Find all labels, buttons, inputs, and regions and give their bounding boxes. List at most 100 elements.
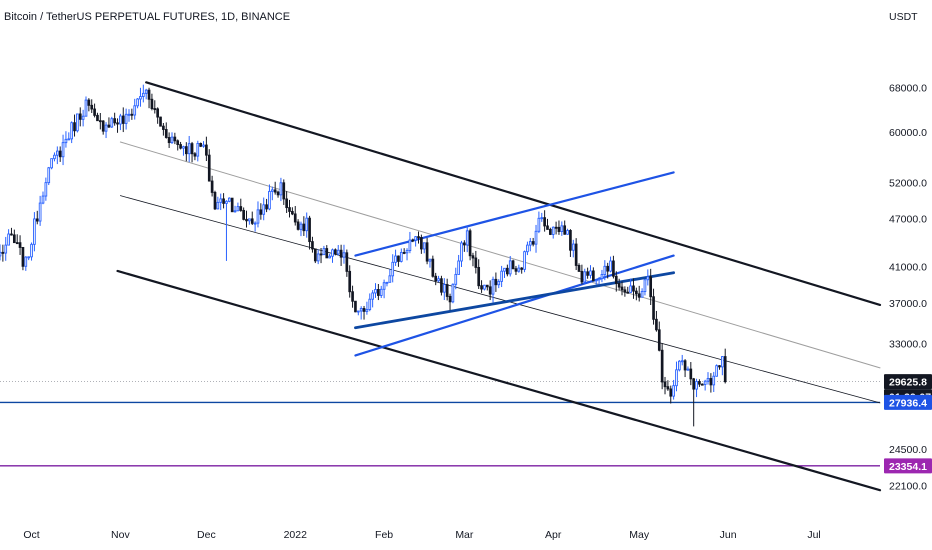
price-badge: 27936.4 — [884, 394, 932, 410]
candle-body — [442, 284, 446, 293]
candle-body — [551, 226, 555, 235]
candle-body — [147, 89, 151, 100]
candle-body — [549, 228, 552, 235]
candle-body — [116, 122, 119, 125]
candle-body — [70, 122, 73, 140]
candle-body — [485, 284, 489, 288]
candle-body — [359, 308, 363, 312]
candle-body — [626, 291, 630, 294]
candle-body — [663, 381, 667, 388]
candle-body — [33, 218, 36, 245]
candle-body — [293, 213, 297, 223]
x-tick-label: Feb — [375, 529, 393, 541]
candle-body — [7, 233, 10, 246]
candle-body — [328, 255, 331, 259]
candle-body — [465, 230, 469, 246]
candle-body — [422, 242, 426, 250]
candle-body — [1, 251, 5, 254]
candle-body — [526, 244, 529, 253]
candle-body — [394, 255, 397, 263]
y-axis-ticks: 68000.0 60000.0 52000.0 47000.0 41000.0 37000… — [889, 83, 927, 493]
candle-body — [12, 234, 16, 244]
candle-body — [167, 137, 171, 144]
candle-body — [98, 120, 102, 123]
candle-body — [534, 230, 538, 245]
y-tick-label: 24500.0 — [889, 444, 927, 456]
price-badge-label: 23354.1 — [889, 461, 927, 473]
candle-body — [199, 142, 202, 147]
candle-body — [64, 138, 68, 144]
candle-body — [322, 248, 326, 256]
candle-body — [460, 242, 463, 262]
candle-body — [586, 271, 589, 276]
candle-body — [81, 115, 85, 120]
candle-body — [635, 290, 638, 295]
candle-body — [491, 278, 495, 295]
candle-body — [173, 136, 177, 142]
candle-body — [374, 289, 377, 294]
candle-body — [483, 284, 486, 290]
candle-body — [560, 225, 564, 232]
candle-body — [207, 154, 211, 182]
candle-body — [474, 257, 478, 268]
candle-body — [454, 273, 458, 285]
candle-body — [451, 283, 455, 303]
candle-body — [672, 385, 675, 397]
candle-body — [53, 154, 56, 160]
candlesticks — [0, 84, 727, 427]
candle-body — [127, 113, 131, 116]
trendline — [119, 141, 881, 369]
candle-body — [540, 217, 544, 220]
chart-title: Bitcoin / TetherUS PERPETUAL FUTURES, 1D… — [4, 11, 290, 23]
candle-body — [113, 118, 116, 124]
candle-body — [377, 289, 380, 296]
candle-body — [503, 267, 506, 272]
candle-body — [345, 252, 349, 272]
candle-body — [30, 243, 33, 258]
candle-body — [96, 114, 99, 122]
candle-body — [577, 264, 581, 272]
candle-body — [10, 233, 13, 236]
candle-body — [313, 248, 317, 262]
candle-body — [703, 380, 707, 385]
candle-body — [50, 158, 53, 169]
candle-body — [528, 241, 532, 246]
currency-label: USDT — [889, 11, 918, 23]
candle-body — [219, 198, 223, 203]
candle-body — [245, 218, 248, 222]
candle-body — [87, 99, 91, 106]
price-badge: 23354.1 — [884, 458, 932, 474]
candle-body — [58, 150, 62, 158]
candle-body — [187, 143, 191, 155]
x-tick-label: Nov — [111, 529, 130, 541]
candle-body — [620, 286, 624, 291]
candle-body — [623, 289, 627, 293]
candle-body — [41, 195, 45, 204]
candle-body — [93, 108, 96, 116]
candle-body — [686, 368, 690, 371]
candle-body — [110, 118, 114, 128]
candle-body — [153, 108, 157, 111]
candle-body — [150, 98, 154, 110]
candle-body — [715, 365, 718, 377]
candle-body — [222, 198, 225, 204]
candle-body — [107, 124, 111, 128]
candle-body — [471, 255, 475, 259]
candle-body — [506, 267, 509, 275]
candle-body — [225, 200, 228, 204]
candle-body — [695, 381, 698, 390]
candle-body — [445, 284, 449, 297]
y-tick-label: 60000.0 — [889, 127, 927, 139]
candle-body — [38, 202, 42, 222]
candle-body — [273, 189, 277, 193]
candle-body — [692, 378, 696, 390]
candle-body — [546, 225, 549, 230]
candle-body — [425, 242, 429, 262]
candle-body — [164, 129, 168, 138]
y-tick-label: 22100.0 — [889, 480, 927, 492]
candle-body — [285, 198, 288, 209]
x-tick-label: Oct — [23, 529, 39, 541]
candle-body — [411, 239, 415, 242]
